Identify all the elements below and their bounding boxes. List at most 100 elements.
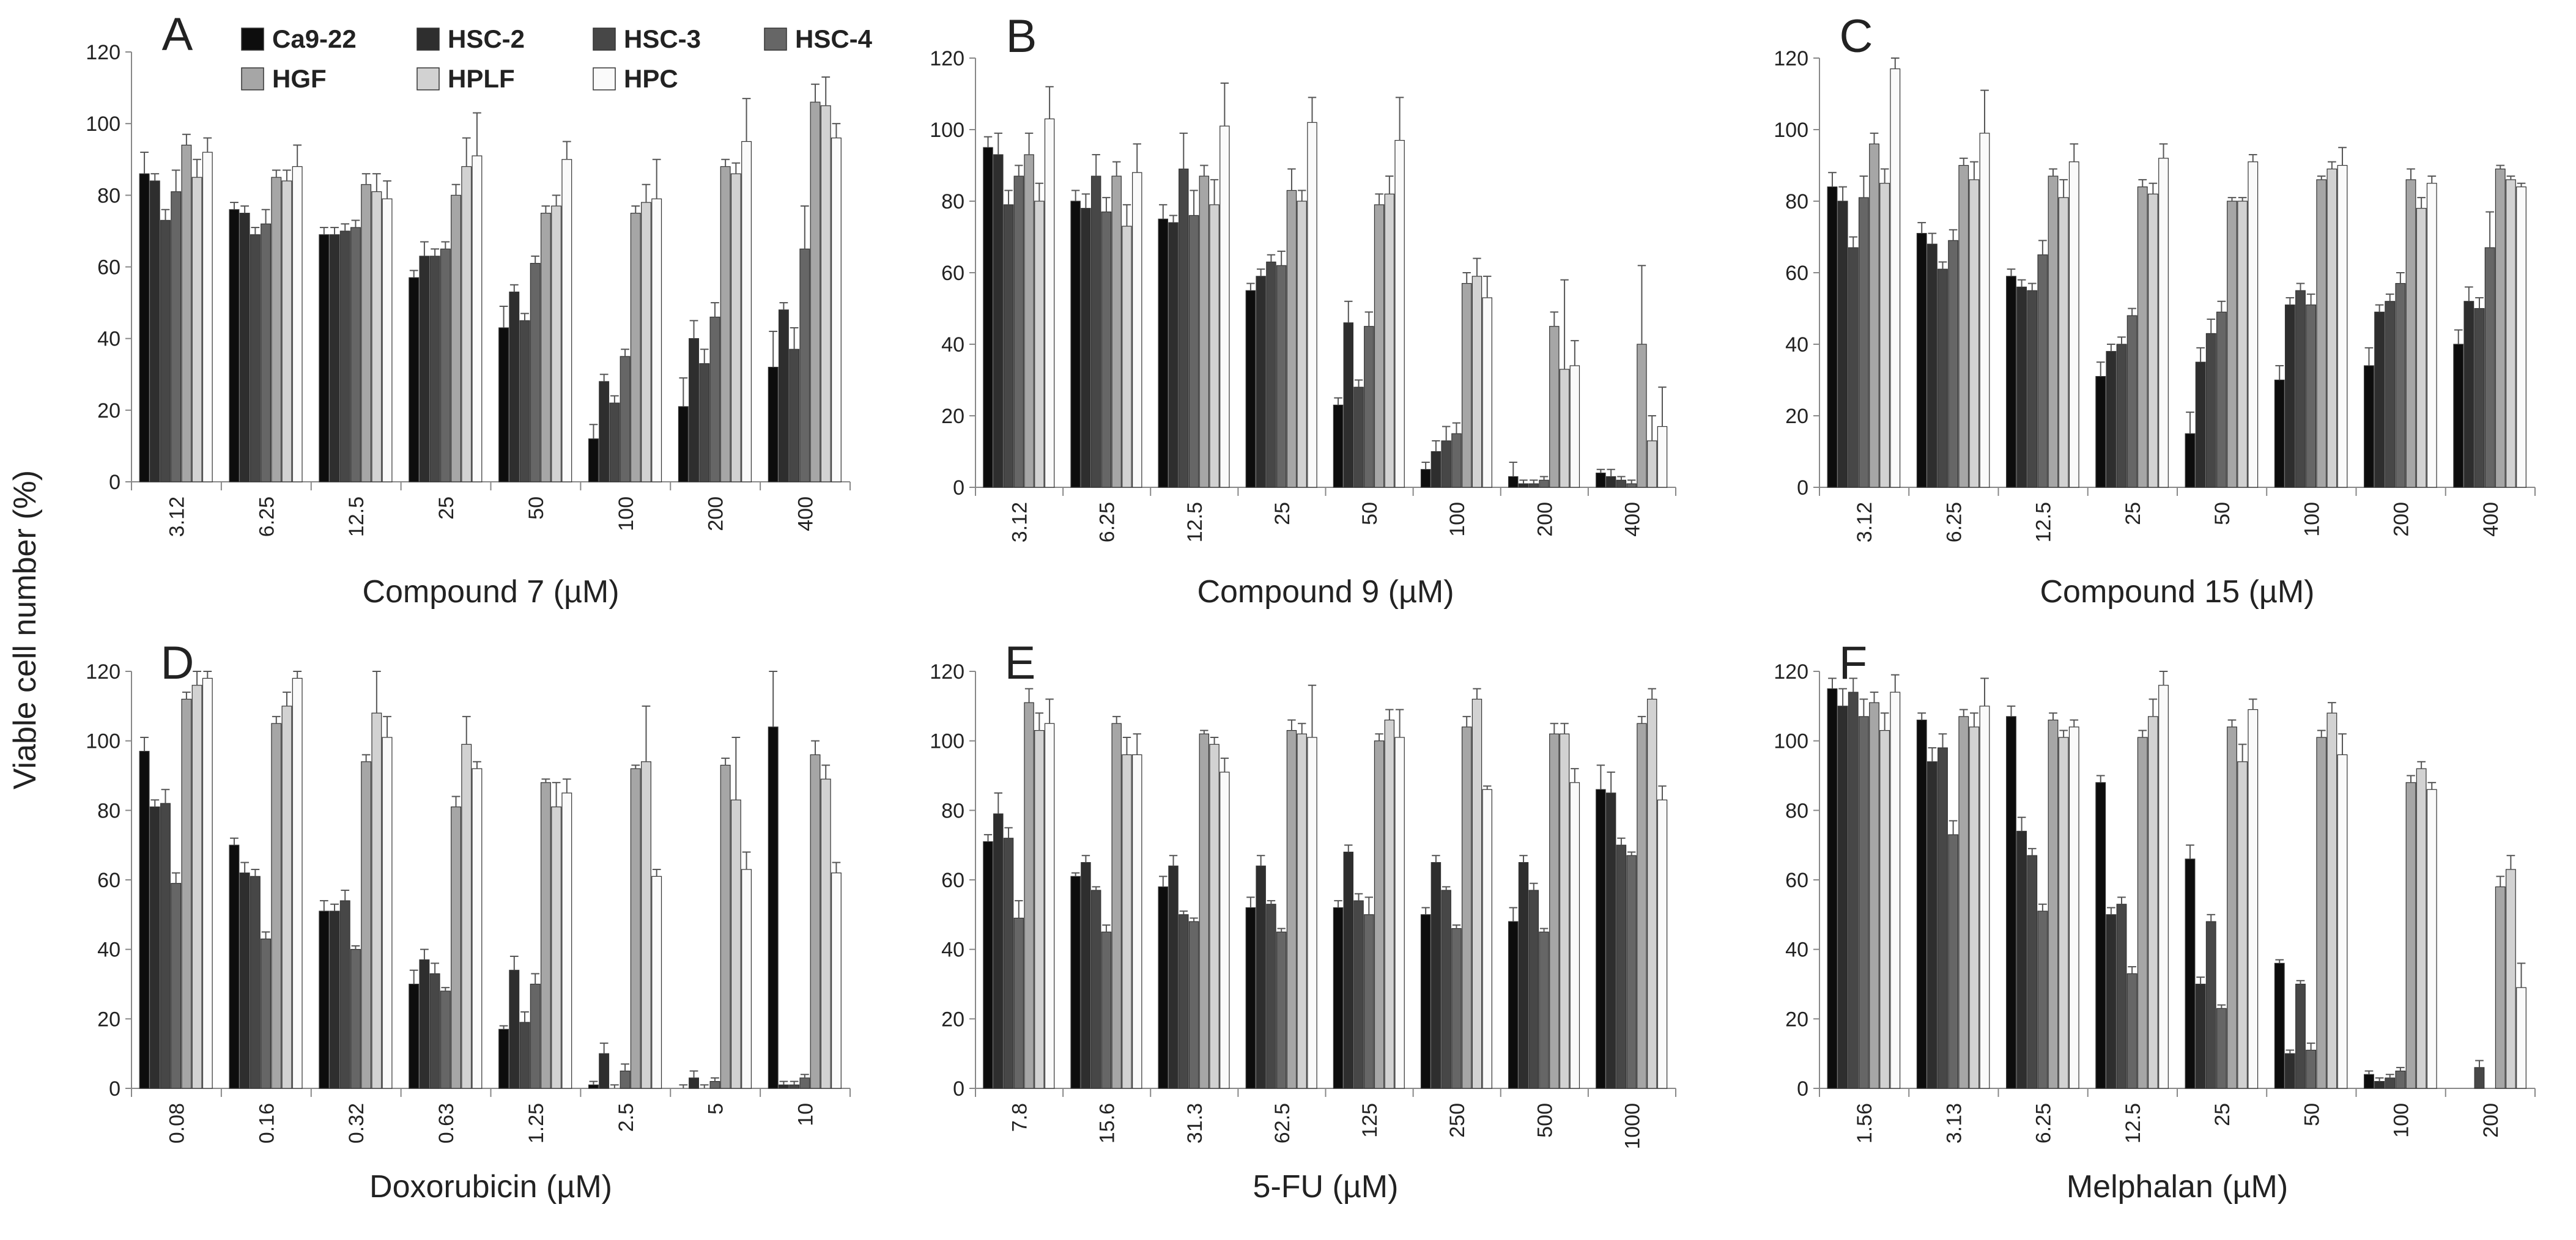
bar	[1508, 921, 1519, 1089]
series-hsc-3	[160, 209, 800, 482]
panel-letter: C	[1840, 10, 1873, 62]
bar	[799, 1077, 810, 1089]
bar	[2126, 973, 2137, 1089]
y-tick-label: 60	[97, 869, 120, 892]
bar	[678, 406, 689, 482]
x-tick-label: 500	[1533, 1103, 1556, 1138]
bar	[599, 381, 610, 482]
bar	[1890, 68, 1901, 488]
x-tick-label: 25	[2122, 502, 2145, 525]
bar	[620, 356, 631, 482]
bar	[1528, 483, 1539, 488]
bar	[339, 900, 350, 1089]
legend-item: HPC	[593, 64, 678, 93]
bar	[730, 173, 741, 482]
series-hgf	[1869, 132, 2506, 488]
x-tick-label: 0.08	[165, 1103, 188, 1143]
bar	[1430, 451, 1442, 488]
bar	[2048, 175, 2059, 488]
y-tick-label: 0	[1797, 1077, 1808, 1101]
y-tick-label: 80	[941, 799, 964, 822]
bar	[778, 1084, 789, 1089]
bar	[2116, 904, 2127, 1089]
bar	[1948, 240, 1959, 488]
bar	[831, 138, 842, 482]
x-tick-label: 200	[1533, 502, 1556, 537]
bar	[1848, 247, 1859, 488]
bar	[2195, 983, 2206, 1089]
bar	[461, 744, 472, 1089]
bar	[1333, 404, 1344, 488]
bar	[1353, 900, 1364, 1089]
bar	[2068, 161, 2079, 488]
bar	[2484, 247, 2495, 488]
bar	[2364, 1074, 2374, 1089]
bar	[2126, 315, 2137, 488]
bar	[1070, 876, 1081, 1089]
bar	[1168, 222, 1179, 488]
bar	[1948, 834, 1959, 1089]
y-tick-label: 100	[930, 119, 964, 142]
bar	[2326, 712, 2337, 1089]
panel-d: D 0 20 40 60 80 100 120 0.08 0.16 0.32 0.63 1.25 2.5 5…	[86, 637, 851, 1205]
legend-swatch	[593, 67, 616, 90]
bar	[1179, 168, 1189, 488]
x-tick-label: 25	[435, 496, 458, 520]
bar	[261, 223, 272, 482]
legend-item: Ca9-22	[241, 24, 357, 53]
bar	[789, 349, 800, 482]
bar	[149, 180, 160, 482]
bar	[261, 939, 272, 1089]
bar	[1518, 862, 1529, 1089]
x-tick-label: 7.8	[1009, 1103, 1032, 1132]
bar	[1081, 208, 1091, 488]
series-hsc-4	[1013, 851, 1637, 1089]
bar	[1605, 792, 1616, 1089]
series-hpc	[1044, 82, 1668, 488]
bar	[540, 213, 551, 482]
x-tick-label: 12.5	[2032, 502, 2056, 542]
bar	[778, 309, 789, 482]
y-tick-label: 60	[1785, 262, 1808, 285]
bar	[2216, 1008, 2227, 1089]
bar	[1343, 851, 1354, 1089]
bar	[1869, 143, 1879, 488]
bar	[239, 213, 250, 482]
x-tick-label: 50	[2211, 502, 2234, 525]
bar	[2395, 282, 2406, 488]
bar	[498, 327, 509, 482]
bar	[1969, 179, 1980, 488]
bar	[1394, 737, 1405, 1089]
bar	[2095, 376, 2106, 488]
bar	[1848, 692, 1859, 1089]
series-hsc-3	[160, 789, 800, 1089]
bar	[1471, 276, 1482, 488]
legend-label: HPLF	[448, 64, 515, 93]
bar	[1333, 907, 1344, 1089]
x-tick-label: 6.25	[1942, 502, 1966, 542]
series-hsc-3	[1848, 236, 2485, 488]
bar	[2364, 365, 2374, 488]
bar	[371, 191, 382, 482]
bar	[2237, 761, 2248, 1089]
bar	[2463, 301, 2474, 488]
bar	[641, 202, 651, 482]
bar	[281, 706, 292, 1089]
bar	[2205, 921, 2216, 1089]
bar	[2306, 1049, 2317, 1089]
series-hgf	[1024, 688, 1647, 1089]
panel-letter: B	[1006, 10, 1037, 62]
series-hpc	[1044, 684, 1668, 1089]
bar	[1549, 733, 1560, 1089]
bar	[530, 263, 541, 482]
bar	[1569, 782, 1580, 1089]
bar	[983, 147, 993, 488]
bar	[1637, 723, 1647, 1089]
series-hplf	[1034, 175, 1657, 488]
bar	[2037, 254, 2048, 488]
bar	[1926, 761, 1938, 1089]
bar	[1297, 201, 1307, 488]
bar	[229, 844, 240, 1089]
x-axis-label: Doxorubicin (µM)	[369, 1169, 612, 1205]
bar	[1451, 433, 1462, 488]
